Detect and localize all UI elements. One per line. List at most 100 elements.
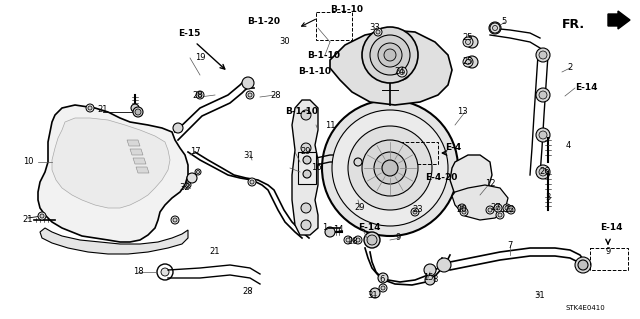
Text: 29: 29	[355, 204, 365, 212]
Circle shape	[575, 257, 591, 273]
Circle shape	[425, 275, 435, 285]
Text: 30: 30	[280, 38, 291, 47]
Circle shape	[378, 273, 388, 283]
Polygon shape	[130, 149, 143, 155]
Circle shape	[133, 107, 143, 117]
Circle shape	[354, 158, 362, 166]
Circle shape	[301, 143, 311, 153]
Text: 5: 5	[501, 18, 507, 26]
Text: FR.: FR.	[562, 18, 585, 31]
Circle shape	[196, 170, 200, 174]
Text: 21: 21	[98, 106, 108, 115]
Text: 19: 19	[195, 54, 205, 63]
Polygon shape	[133, 158, 146, 164]
Circle shape	[171, 216, 179, 224]
Text: 18: 18	[132, 268, 143, 277]
Circle shape	[509, 208, 513, 212]
Circle shape	[413, 210, 417, 214]
Circle shape	[578, 260, 588, 270]
Text: 17: 17	[189, 147, 200, 157]
Circle shape	[466, 56, 478, 68]
Circle shape	[465, 40, 470, 44]
Circle shape	[173, 123, 183, 133]
Circle shape	[348, 126, 432, 210]
Circle shape	[490, 23, 500, 33]
Circle shape	[367, 235, 377, 245]
Circle shape	[536, 88, 550, 102]
Circle shape	[246, 91, 254, 99]
Text: 10: 10	[23, 158, 33, 167]
Circle shape	[242, 77, 254, 89]
Circle shape	[494, 204, 502, 212]
Circle shape	[382, 160, 398, 176]
Text: E-4: E-4	[445, 144, 461, 152]
Circle shape	[536, 48, 550, 62]
Text: 28: 28	[193, 91, 204, 100]
Text: 8: 8	[432, 276, 438, 285]
Circle shape	[301, 220, 311, 230]
Text: 25: 25	[463, 33, 473, 42]
Circle shape	[186, 183, 189, 187]
Text: B-1-10: B-1-10	[285, 108, 318, 116]
Circle shape	[248, 178, 256, 186]
Circle shape	[493, 26, 497, 31]
Text: 26: 26	[540, 167, 550, 176]
Text: 20: 20	[457, 205, 467, 214]
Text: 33: 33	[370, 24, 380, 33]
Circle shape	[303, 156, 311, 164]
Circle shape	[539, 168, 547, 176]
Text: 14: 14	[333, 226, 343, 234]
Circle shape	[250, 180, 254, 184]
Circle shape	[325, 227, 335, 237]
Circle shape	[374, 152, 406, 184]
Circle shape	[460, 206, 464, 210]
Circle shape	[488, 208, 492, 212]
Text: 21: 21	[210, 248, 220, 256]
Text: 25: 25	[463, 57, 473, 66]
Text: B-1-10: B-1-10	[307, 50, 340, 60]
Polygon shape	[292, 100, 318, 235]
Text: E-14: E-14	[358, 224, 381, 233]
Circle shape	[463, 37, 473, 47]
Circle shape	[185, 182, 191, 188]
Circle shape	[354, 236, 362, 244]
Circle shape	[362, 140, 418, 196]
Bar	[298, 152, 316, 184]
Circle shape	[503, 204, 511, 212]
Text: 16: 16	[310, 164, 321, 173]
Circle shape	[460, 208, 468, 216]
Text: 32: 32	[180, 183, 190, 192]
Circle shape	[458, 204, 466, 212]
Circle shape	[364, 232, 380, 248]
Circle shape	[489, 22, 501, 34]
Circle shape	[40, 214, 44, 218]
Circle shape	[505, 206, 509, 210]
Polygon shape	[330, 30, 452, 105]
Polygon shape	[127, 140, 140, 146]
Circle shape	[498, 213, 502, 217]
Circle shape	[303, 170, 311, 178]
Text: 2: 2	[568, 63, 573, 72]
Polygon shape	[452, 185, 508, 220]
Circle shape	[196, 91, 204, 99]
Polygon shape	[40, 228, 188, 254]
Circle shape	[135, 109, 141, 115]
Circle shape	[539, 91, 547, 99]
Text: 31: 31	[368, 291, 378, 300]
Text: 11: 11	[324, 121, 335, 130]
Text: 9: 9	[605, 248, 611, 256]
Text: B-1-10: B-1-10	[298, 68, 331, 77]
Circle shape	[424, 264, 436, 276]
Text: E-14: E-14	[575, 84, 598, 93]
Circle shape	[437, 258, 451, 272]
Text: 28: 28	[271, 91, 282, 100]
Circle shape	[378, 43, 402, 67]
Polygon shape	[136, 167, 149, 173]
Text: 6: 6	[380, 276, 385, 285]
Circle shape	[362, 27, 418, 83]
Circle shape	[399, 70, 404, 75]
Circle shape	[384, 49, 396, 61]
Circle shape	[131, 104, 139, 112]
Text: 13: 13	[457, 108, 467, 116]
Text: 28: 28	[243, 287, 253, 296]
